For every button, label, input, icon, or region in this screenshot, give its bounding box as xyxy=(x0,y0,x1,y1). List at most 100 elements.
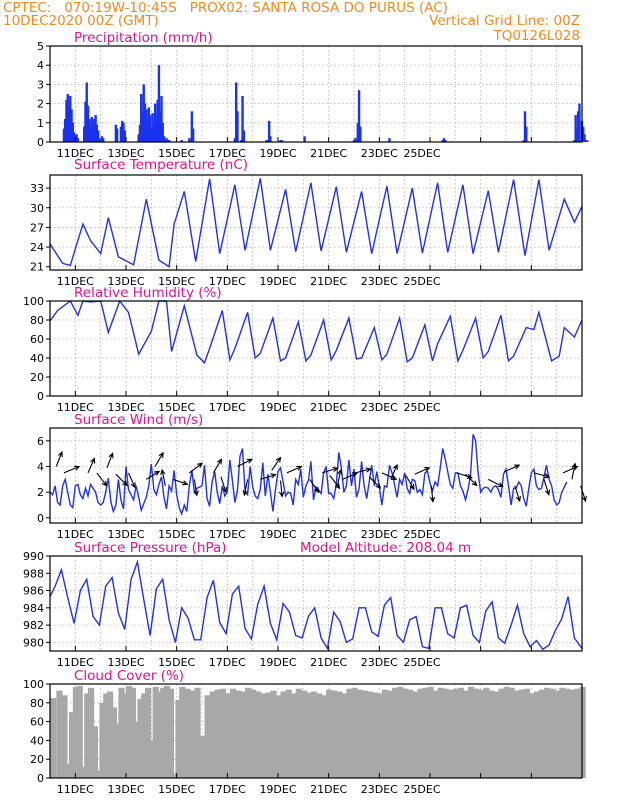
series-line xyxy=(49,434,568,517)
precip-bar xyxy=(91,122,95,142)
y-tick-label: 80 xyxy=(30,314,44,327)
cloud-bar xyxy=(447,689,454,778)
cloud-bar xyxy=(148,740,156,778)
y-tick-label: 1 xyxy=(37,117,44,130)
cloud-bar xyxy=(468,686,475,778)
plot-frame xyxy=(49,427,583,524)
panel-title: Precipitation (mm/h) xyxy=(74,30,213,46)
cloud-bar xyxy=(245,687,252,778)
wind-arrow xyxy=(329,475,341,490)
cloud-bar xyxy=(442,688,449,778)
cloud-bar xyxy=(69,712,76,778)
cloud-bar xyxy=(427,686,434,778)
x-tick-label: 13DEC xyxy=(107,783,144,796)
y-tick-label: 100 xyxy=(23,295,44,308)
cloud-bar xyxy=(80,766,87,778)
precip-bar xyxy=(114,124,118,142)
y-tick-label: 6 xyxy=(37,435,44,448)
wind-arrow xyxy=(154,451,164,467)
cloud-bar xyxy=(103,693,110,778)
x-tick-label: 25DEC xyxy=(403,147,440,160)
y-tick-label: 60 xyxy=(30,333,44,346)
cloud-bar xyxy=(503,686,510,778)
precip-bar xyxy=(67,105,71,142)
precip-bar xyxy=(100,136,104,142)
x-tick-label: 21DEC xyxy=(310,528,347,541)
cloud-bar xyxy=(214,689,221,778)
precip-bar xyxy=(62,128,66,142)
cloud-bar xyxy=(336,691,343,778)
x-tick-label: 17DEC xyxy=(209,528,246,541)
cloud-bar xyxy=(326,689,333,778)
cloud-bar xyxy=(493,691,500,778)
x-tick-label: 17DEC xyxy=(209,783,246,796)
x-tick-label: 11DEC xyxy=(57,147,94,160)
header-grid-note: Vertical Grid Line: 00Z xyxy=(429,13,580,29)
precip-bar xyxy=(574,115,577,142)
cloud-bar xyxy=(175,699,182,778)
y-tick-label: 33 xyxy=(30,182,44,195)
wind-arrow xyxy=(96,472,108,487)
cloud-bar xyxy=(84,693,91,778)
precip-bar xyxy=(76,138,80,142)
y-tick-label: 5 xyxy=(37,40,44,53)
cloud-bar xyxy=(331,690,338,778)
cloud-bar xyxy=(478,689,485,778)
wind-arrow xyxy=(429,485,436,503)
x-tick-label: 19DEC xyxy=(259,401,296,414)
precip-bar xyxy=(69,95,72,142)
x-tick-label: 15DEC xyxy=(158,401,195,414)
precip-bar xyxy=(157,65,161,142)
precip-bar xyxy=(444,140,447,142)
cloud-bar xyxy=(91,726,99,778)
cloud-bar xyxy=(544,687,551,778)
wind-arrow xyxy=(188,462,204,474)
y-tick-label: 40 xyxy=(30,352,44,365)
wind-arrow xyxy=(309,479,320,494)
cloud-bar xyxy=(122,693,129,778)
cloud-bar xyxy=(310,691,318,778)
cloud-bar xyxy=(50,698,57,778)
precip-bar xyxy=(160,95,163,142)
wind-arrow xyxy=(405,475,415,491)
wind-arrow xyxy=(381,472,398,481)
precip-bar xyxy=(152,124,156,142)
precip-bar xyxy=(93,118,96,142)
precip-bar xyxy=(190,111,194,142)
cloud-bar xyxy=(265,692,272,778)
precip-bar xyxy=(236,111,239,142)
x-tick-label: 15DEC xyxy=(158,528,195,541)
x-tick-label: 23DEC xyxy=(361,401,398,414)
cloud-bar xyxy=(137,699,144,778)
wind-arrow xyxy=(390,463,398,480)
precip-bar xyxy=(95,124,99,142)
cloud-bar xyxy=(462,690,470,778)
cloud-bar xyxy=(300,690,308,778)
precip-bar xyxy=(388,138,391,142)
x-tick-label: 15DEC xyxy=(158,147,195,160)
cloud-bar xyxy=(386,690,394,778)
cloud-bar xyxy=(305,692,313,778)
precip-bar xyxy=(269,136,272,142)
panel-5: 980 982 984 986 988 990 11DEC 13DEC 15DEC 17DEC 19… xyxy=(23,540,583,669)
x-tick-label: 11DEC xyxy=(57,275,94,288)
cloud-bar xyxy=(240,691,247,778)
cloud-bar xyxy=(234,690,242,778)
cloud-bar xyxy=(452,688,460,778)
cloud-bar xyxy=(381,689,389,778)
cloud-bar xyxy=(574,688,581,778)
header-date: 10DEC2020 00Z (GMT) xyxy=(3,13,159,29)
precip-bar xyxy=(585,140,589,142)
precip-bar xyxy=(354,138,357,142)
cloud-bar xyxy=(351,687,358,778)
precip-bar xyxy=(582,126,585,142)
panel-2: 21 24 27 30 33 11DEC 13DEC 15DEC 17DEC 19DEC 21DEC… xyxy=(30,157,583,288)
precip-bar xyxy=(573,140,576,142)
y-tick-label: 60 xyxy=(30,716,44,729)
precip-bar xyxy=(357,90,361,142)
precip-bar xyxy=(96,130,100,142)
precip-bar xyxy=(72,132,76,142)
x-tick-label: 19DEC xyxy=(259,656,296,669)
panel-title: Cloud Cover (%) xyxy=(74,668,184,684)
cloud-bar xyxy=(498,688,505,778)
